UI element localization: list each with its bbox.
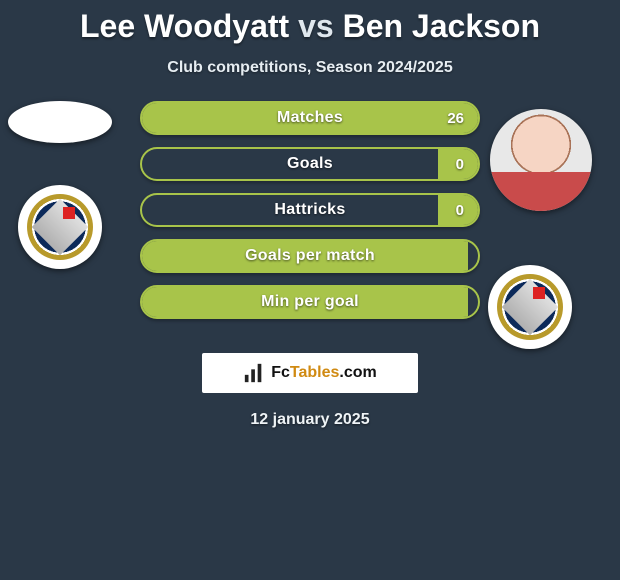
player1-avatar-placeholder bbox=[8, 101, 112, 143]
stat-row: Matches26 bbox=[140, 101, 480, 135]
stat-label: Goals bbox=[142, 149, 478, 179]
stat-label: Goals per match bbox=[142, 241, 478, 271]
snapshot-date: 12 january 2025 bbox=[0, 411, 620, 429]
vs-separator: vs bbox=[298, 8, 334, 44]
player2-name: Ben Jackson bbox=[343, 8, 540, 44]
player1-club-crest bbox=[18, 185, 102, 269]
watermark-fc: Fc bbox=[271, 364, 290, 381]
comparison-stage: Matches26Goals0Hattricks0Goals per match… bbox=[0, 107, 620, 347]
watermark-tables: Tables bbox=[290, 364, 340, 381]
stat-label: Matches bbox=[142, 103, 478, 133]
stat-row: Goals per match bbox=[140, 239, 480, 273]
stat-row: Hattricks0 bbox=[140, 193, 480, 227]
stat-bars: Matches26Goals0Hattricks0Goals per match… bbox=[140, 101, 480, 331]
stat-row: Min per goal bbox=[140, 285, 480, 319]
competition-subtitle: Club competitions, Season 2024/2025 bbox=[0, 59, 620, 77]
bar-chart-icon bbox=[243, 362, 265, 384]
player2-avatar bbox=[490, 109, 592, 211]
fctables-watermark: FcTables.com bbox=[202, 353, 418, 393]
stat-label: Hattricks bbox=[142, 195, 478, 225]
page-title: Lee Woodyatt vs Ben Jackson bbox=[0, 0, 620, 45]
stat-value-right: 0 bbox=[456, 149, 464, 179]
stat-value-right: 0 bbox=[456, 195, 464, 225]
stat-value-right: 26 bbox=[447, 103, 464, 133]
watermark-com: .com bbox=[339, 364, 376, 381]
stat-row: Goals0 bbox=[140, 147, 480, 181]
player1-name: Lee Woodyatt bbox=[80, 8, 289, 44]
stat-label: Min per goal bbox=[142, 287, 478, 317]
player2-club-crest bbox=[488, 265, 572, 349]
